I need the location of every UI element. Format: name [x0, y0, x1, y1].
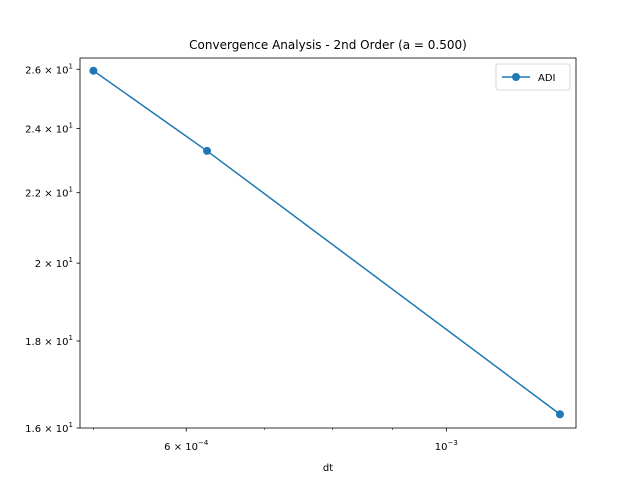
series-layer: [89, 66, 564, 419]
legend: ADI: [495, 63, 571, 91]
legend-label: ADI: [538, 73, 556, 84]
y-tick-label: 2.6 × 101: [25, 62, 73, 76]
x-tick-label: 10−3: [435, 439, 458, 453]
chart-title: Convergence Analysis - 2nd Order (a = 0.…: [189, 38, 467, 52]
data-point: [89, 66, 98, 75]
x-tick-label: 6 × 10−4: [164, 439, 209, 453]
y-tick-label: 2.4 × 101: [25, 121, 73, 135]
plot-area: [79, 57, 577, 429]
x-axis: 6 × 10−4 10−3: [93, 428, 458, 453]
x-axis-label: dt: [323, 463, 333, 474]
y-tick-label: 1.6 × 101: [25, 421, 73, 435]
legend-box: [495, 63, 571, 91]
data-point: [555, 410, 564, 419]
legend-marker-swatch: [512, 73, 520, 81]
y-tick-label: 2 × 101: [35, 256, 73, 270]
y-axis: 1.6 × 101 1.8 × 101 2 × 101 2.2 × 101 2.4 × …: [25, 62, 80, 435]
y-tick-label: 1.8 × 101: [25, 334, 73, 348]
y-tick-label: 2.2 × 101: [25, 186, 73, 200]
data-point: [203, 146, 212, 155]
